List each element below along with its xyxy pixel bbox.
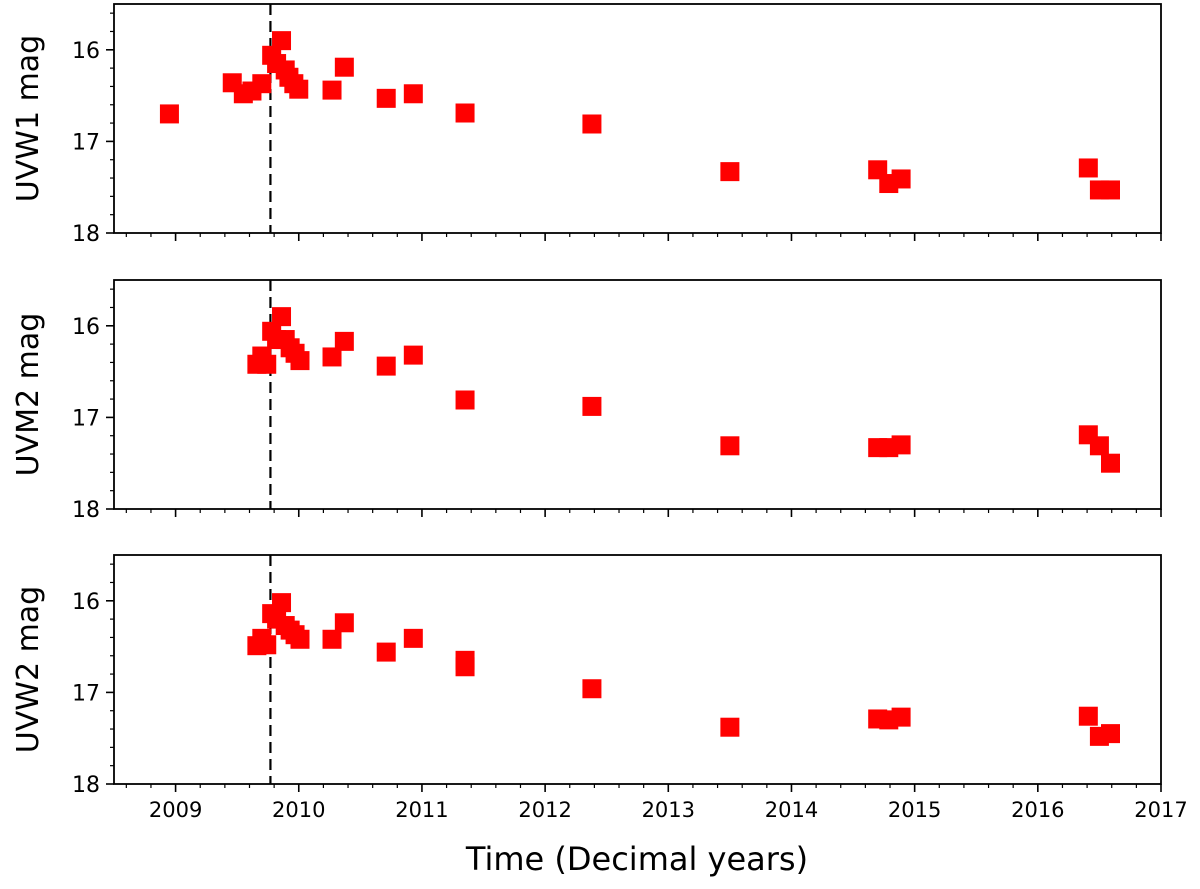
- data-point: [376, 88, 396, 108]
- y-tick-label: 16: [72, 315, 100, 340]
- x-tick-label: 2012: [518, 798, 571, 822]
- data-point: [582, 679, 602, 699]
- data-point: [322, 347, 342, 367]
- x-tick-label: 2011: [395, 798, 448, 822]
- data-point: [1100, 453, 1120, 473]
- y-tick-label: 17: [72, 681, 100, 706]
- data-point: [322, 80, 342, 100]
- y-tick-label: 17: [72, 406, 100, 431]
- x-tick-label: 2017: [1134, 798, 1187, 822]
- data-point: [891, 707, 911, 727]
- y-tick-label: 18: [72, 773, 100, 798]
- data-point: [334, 613, 354, 633]
- y-tick-label: 18: [72, 498, 100, 523]
- panel-2: 16 17 18 UVM2 mag: [11, 279, 1162, 523]
- data-point: [252, 74, 272, 94]
- data-point: [582, 396, 602, 416]
- data-point: [720, 436, 740, 456]
- y-axis-label: UVW2 mag: [11, 586, 46, 753]
- data-point: [1100, 724, 1120, 744]
- data-point: [272, 31, 292, 51]
- y-axis-label: UVW1 mag: [11, 35, 46, 202]
- y-axis-label: UVM2 mag: [11, 313, 46, 477]
- y-tick-label: 17: [72, 130, 100, 155]
- data-point: [334, 57, 354, 77]
- x-tick-label: 2016: [1011, 798, 1064, 822]
- data-point: [403, 628, 423, 648]
- data-point: [1100, 180, 1120, 200]
- data-point: [290, 629, 310, 649]
- data-point: [289, 79, 309, 99]
- data-point: [159, 104, 179, 124]
- y-tick-label: 18: [72, 222, 100, 247]
- x-tick-label: 2013: [642, 798, 695, 822]
- panel-3: 2009 2010 2011 2012 2013 2014 2015 2016 2017 16 17…: [11, 554, 1188, 822]
- x-axis-label: Time (Decimal years): [465, 840, 808, 878]
- data-point: [322, 629, 342, 649]
- data-point: [257, 354, 277, 374]
- data-point: [582, 114, 602, 134]
- data-point: [334, 331, 354, 351]
- data-point: [1078, 706, 1098, 726]
- data-point: [376, 642, 396, 662]
- data-point: [455, 657, 475, 677]
- data-point: [455, 390, 475, 410]
- data-point: [376, 356, 396, 376]
- x-tick-label: 2015: [888, 798, 941, 822]
- data-point: [1078, 158, 1098, 178]
- panels: 16 17 18 UVW1 mag 16 17 18 UVM2 mag 2009 2010 2011…: [11, 3, 1188, 822]
- panel-1: 16 17 18 UVW1 mag: [11, 3, 1162, 247]
- data-point: [403, 84, 423, 104]
- plot-frame: [113, 3, 1162, 234]
- data-point: [720, 717, 740, 737]
- data-point: [891, 169, 911, 189]
- x-tick-label: 2009: [149, 798, 202, 822]
- data-point: [290, 351, 310, 371]
- y-tick-label: 16: [72, 590, 100, 615]
- data-point: [403, 345, 423, 365]
- y-tick-label: 16: [72, 39, 100, 64]
- data-point: [272, 307, 292, 327]
- data-point: [455, 103, 475, 123]
- x-tick-label: 2014: [765, 798, 818, 822]
- plot-frame: [113, 554, 1162, 785]
- data-point: [891, 435, 911, 455]
- data-point: [1089, 436, 1109, 456]
- data-point: [257, 635, 277, 655]
- plot-frame: [113, 279, 1162, 510]
- data-point: [720, 162, 740, 182]
- data-point: [272, 593, 292, 613]
- x-tick-label: 2010: [272, 798, 325, 822]
